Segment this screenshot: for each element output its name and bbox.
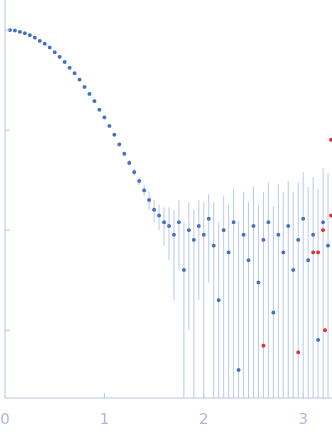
point [57, 54, 62, 59]
point [47, 45, 52, 50]
point [172, 232, 176, 237]
point [261, 237, 266, 242]
point [191, 237, 196, 242]
point [132, 170, 137, 175]
point [236, 368, 241, 372]
point [22, 31, 27, 36]
point [62, 60, 67, 64]
point [77, 77, 82, 82]
point [329, 137, 332, 142]
point [92, 99, 97, 104]
point [256, 280, 261, 285]
point [52, 50, 57, 55]
point [107, 124, 112, 128]
point [296, 350, 301, 355]
point [102, 115, 107, 120]
point [301, 216, 306, 221]
x-tick-label: 3 [298, 410, 308, 428]
point [167, 224, 171, 228]
point [157, 213, 161, 218]
point [82, 85, 87, 89]
point [152, 207, 156, 212]
point [271, 310, 276, 315]
point [291, 268, 296, 272]
point [13, 28, 17, 33]
point [42, 41, 47, 46]
point [321, 228, 325, 233]
point [329, 213, 332, 218]
point [147, 198, 152, 202]
point [311, 232, 316, 237]
point [67, 65, 72, 70]
point [182, 268, 186, 272]
point [216, 298, 221, 302]
point [186, 228, 191, 233]
point [316, 250, 320, 255]
point [266, 220, 271, 225]
point [137, 179, 142, 183]
point [316, 337, 320, 342]
point [211, 243, 216, 248]
point [37, 39, 42, 43]
point [226, 250, 231, 255]
point [261, 343, 266, 348]
point [122, 151, 127, 156]
point [18, 29, 22, 34]
point [323, 328, 327, 333]
point [321, 220, 325, 225]
x-tick-label: 2 [199, 410, 209, 428]
point [281, 250, 286, 255]
point [251, 224, 256, 228]
point [296, 237, 301, 242]
point [142, 188, 147, 193]
point [221, 228, 226, 233]
x-tick-label: 1 [100, 410, 110, 428]
point [231, 220, 236, 225]
point [112, 132, 117, 137]
x-tick-label: 0 [0, 410, 10, 428]
point [87, 92, 92, 96]
point [117, 142, 122, 147]
point [241, 232, 246, 237]
point [311, 250, 316, 255]
point [27, 33, 32, 38]
point [196, 224, 201, 228]
point [162, 220, 166, 225]
point [206, 216, 211, 221]
point [97, 107, 102, 112]
point [276, 232, 281, 237]
point [246, 258, 251, 263]
point [286, 224, 291, 228]
point [32, 35, 37, 40]
point [326, 243, 330, 248]
point [72, 71, 77, 76]
point [306, 258, 311, 263]
point [177, 220, 181, 225]
point [201, 232, 206, 237]
point [127, 161, 132, 165]
